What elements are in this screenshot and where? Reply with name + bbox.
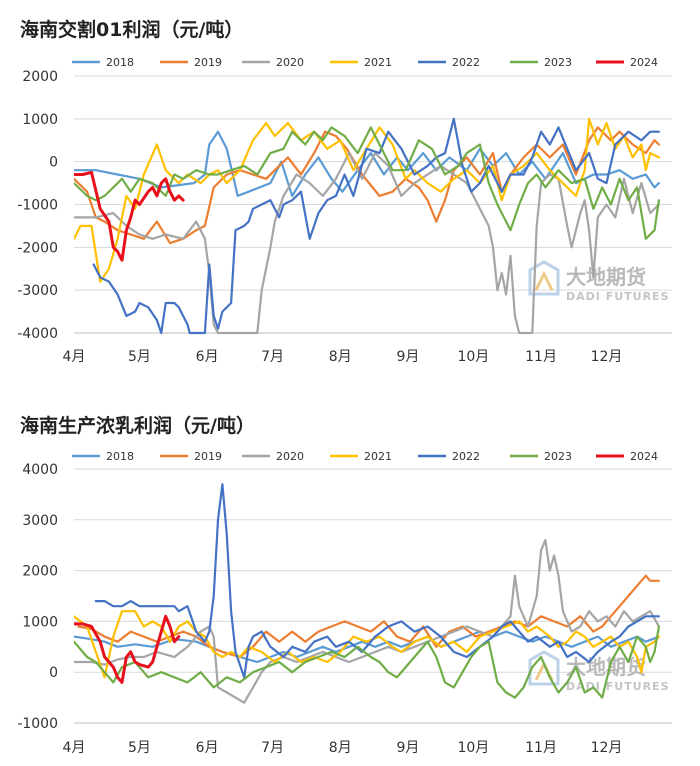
legend-label: 2020: [276, 450, 304, 463]
x-tick-label: 11月: [525, 740, 557, 756]
legend-label: 2023: [544, 56, 572, 69]
y-tick-label: 0: [49, 665, 58, 681]
legend-item-2024: 2024: [596, 450, 658, 463]
x-tick-label: 10月: [457, 740, 489, 756]
x-tick-label: 6月: [196, 740, 219, 756]
y-tick-label: 2000: [22, 564, 58, 580]
legend-label: 2022: [452, 56, 480, 69]
legend-label: 2021: [364, 56, 392, 69]
x-tick-label: 8月: [329, 349, 352, 365]
legend-item-2022: 2022: [418, 56, 480, 69]
legend-item-2021: 2021: [330, 56, 392, 69]
watermark-en: DADI FUTURES: [566, 290, 670, 303]
chart-jiaoge-01-profit: 海南交割01利润（元/吨） 2018 2019 2020 2021 2022 2023 20…: [17, 18, 672, 365]
x-tick-label: 12月: [591, 740, 623, 756]
y-tick-label: 2000: [22, 69, 58, 85]
y-tick-label: -1000: [17, 716, 58, 732]
watermark-en: DADI FUTURES: [566, 680, 670, 693]
legend-item-2019: 2019: [160, 450, 222, 463]
series-line-2019: [74, 126, 661, 245]
legend-label: 2022: [452, 450, 480, 463]
legend-label: 2019: [194, 450, 222, 463]
x-tick-label: 6月: [196, 349, 219, 365]
dadi-logo-icon: [528, 650, 560, 686]
x-tick-label: 5月: [128, 349, 151, 365]
legend-label: 2019: [194, 56, 222, 69]
y-tick-label: -3000: [17, 283, 58, 299]
x-tick-label: 8月: [329, 740, 352, 756]
legend-item-2019: 2019: [160, 56, 222, 69]
legend-item-2020: 2020: [242, 56, 304, 69]
x-tick-label: 4月: [63, 740, 86, 756]
x-tick-label: 7月: [261, 349, 284, 365]
legend-item-2024: 2024: [596, 56, 658, 69]
y-tick-label: 1000: [22, 112, 58, 128]
series-line-2022: [92, 117, 661, 335]
legend-item-2018: 2018: [72, 56, 134, 69]
y-tick-label: 3000: [22, 513, 58, 529]
watermark: 大地期货 DADI FUTURES: [528, 260, 670, 303]
y-tick-label: -4000: [17, 326, 58, 342]
x-tick-label: 5月: [128, 740, 151, 756]
series-line-2021: [74, 117, 661, 283]
y-axis-ticks: 4000 3000 2000 1000 0 -1000: [17, 462, 58, 732]
dadi-logo-icon: [528, 260, 560, 296]
x-tick-label: 11月: [525, 349, 557, 365]
chart-concentrated-latex-profit: 海南生产浓乳利润（元/吨） 2018 2019 2020 2021 2022 2023 20…: [17, 414, 672, 756]
x-axis-ticks: 4月 5月 6月 7月 8月 9月 10月 11月 12月: [63, 349, 623, 365]
legend-label: 2018: [106, 450, 134, 463]
watermark-cn: 大地期货: [566, 265, 646, 289]
legend-label: 2018: [106, 56, 134, 69]
legend-item-2018: 2018: [72, 450, 134, 463]
chart-title: 海南交割01利润（元/吨）: [20, 18, 243, 41]
legend-item-2023: 2023: [510, 450, 572, 463]
y-tick-label: -1000: [17, 198, 58, 214]
series-line-2019: [77, 574, 661, 659]
series-lines: [74, 483, 661, 704]
legend: 2018 2019 2020 2021 2022 2023 2024: [72, 56, 658, 69]
y-tick-label: 0: [49, 155, 58, 171]
series-line-2018: [74, 630, 661, 664]
x-tick-label: 12月: [591, 349, 623, 365]
x-tick-label: 9月: [396, 349, 419, 365]
y-tick-label: -2000: [17, 240, 58, 256]
legend-label: 2023: [544, 450, 572, 463]
series-line-2024: [74, 614, 181, 684]
x-tick-label: 9月: [396, 740, 419, 756]
series-line-2024: [74, 170, 185, 262]
series-line-2022: [94, 483, 661, 679]
legend-label: 2024: [630, 56, 658, 69]
legend-item-2023: 2023: [510, 56, 572, 69]
legend-label: 2021: [364, 450, 392, 463]
legend-item-2021: 2021: [330, 450, 392, 463]
x-tick-label: 7月: [261, 740, 284, 756]
legend-label: 2020: [276, 56, 304, 69]
y-tick-label: 1000: [22, 614, 58, 630]
series-line-2020: [74, 538, 661, 704]
x-tick-label: 10月: [457, 349, 489, 365]
legend-label: 2024: [630, 450, 658, 463]
chart-title: 海南生产浓乳利润（元/吨）: [20, 414, 255, 437]
x-axis-ticks: 4月 5月 6月 7月 8月 9月 10月 11月 12月: [63, 740, 623, 756]
series-line-2018: [74, 130, 661, 197]
y-axis-ticks: 2000 1000 0 -1000 -2000 -3000 -4000: [17, 69, 58, 342]
legend: 2018 2019 2020 2021 2022 2023 2024: [72, 450, 658, 463]
legend-item-2022: 2022: [418, 450, 480, 463]
series-lines: [74, 117, 661, 335]
x-tick-label: 4月: [63, 349, 86, 365]
y-tick-label: 4000: [22, 462, 58, 478]
legend-item-2020: 2020: [242, 450, 304, 463]
series-line-2023: [74, 625, 661, 699]
